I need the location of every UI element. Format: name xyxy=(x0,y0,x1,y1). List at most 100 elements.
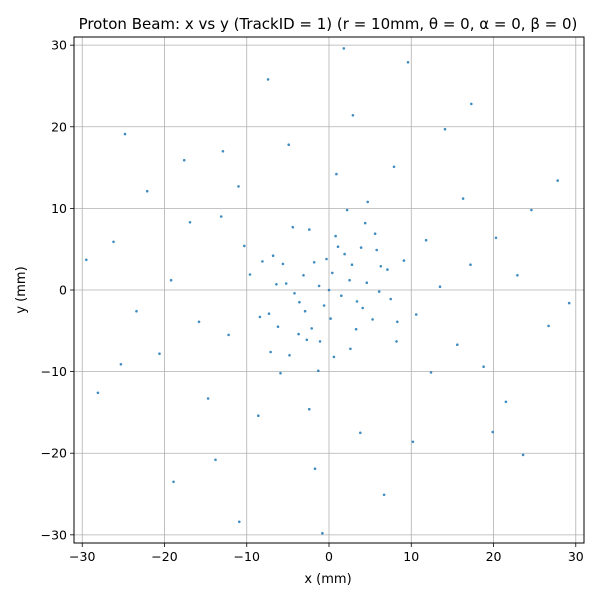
data-point xyxy=(424,238,428,242)
data-point xyxy=(365,281,369,285)
data-points xyxy=(85,47,571,535)
data-point xyxy=(342,47,346,50)
data-point xyxy=(284,282,288,285)
data-point xyxy=(556,179,559,182)
data-point xyxy=(359,246,363,249)
data-point xyxy=(470,102,473,106)
x-tick-label: −20 xyxy=(151,549,177,564)
y-tick-label: −10 xyxy=(41,364,67,379)
data-point xyxy=(112,240,115,244)
data-point xyxy=(456,343,459,347)
data-point xyxy=(269,350,272,354)
data-point xyxy=(395,340,398,343)
data-point xyxy=(327,288,331,292)
x-tick-label: 0 xyxy=(325,549,333,564)
y-tick-label: 30 xyxy=(51,38,67,53)
data-point xyxy=(402,259,406,262)
data-point xyxy=(363,221,367,225)
data-point xyxy=(238,520,241,524)
data-point xyxy=(308,228,311,231)
y-tick-label: −20 xyxy=(41,446,67,461)
data-point xyxy=(354,327,358,331)
data-point xyxy=(291,225,295,229)
data-point xyxy=(145,189,149,193)
data-point xyxy=(322,304,326,307)
data-point xyxy=(321,531,324,535)
data-point xyxy=(389,297,393,301)
data-point xyxy=(317,369,320,373)
data-point xyxy=(355,300,359,303)
data-point xyxy=(271,254,275,257)
data-point xyxy=(406,61,410,64)
data-point xyxy=(345,208,349,212)
data-point xyxy=(237,185,240,188)
data-point xyxy=(135,309,138,313)
data-point xyxy=(392,165,396,169)
data-point xyxy=(334,234,337,238)
data-point xyxy=(349,347,352,351)
data-point xyxy=(379,265,383,268)
y-tick-label: 0 xyxy=(59,283,67,298)
data-point xyxy=(258,315,262,319)
data-point xyxy=(214,458,217,462)
data-point xyxy=(494,236,498,240)
x-tick-label: −10 xyxy=(234,549,260,564)
data-point xyxy=(332,355,336,359)
data-point xyxy=(308,407,311,411)
data-point xyxy=(206,397,210,400)
data-point xyxy=(261,260,264,263)
data-point xyxy=(331,271,334,275)
data-point xyxy=(297,332,300,336)
grid-lines xyxy=(74,37,584,543)
y-axis-label: y (mm) xyxy=(14,266,29,313)
data-point xyxy=(340,294,343,298)
data-point xyxy=(123,132,127,136)
data-point xyxy=(336,245,340,248)
data-point xyxy=(257,414,260,418)
data-point xyxy=(348,278,351,282)
data-point xyxy=(504,400,508,404)
data-point xyxy=(461,197,465,200)
data-point xyxy=(366,200,370,204)
chart-title: Proton Beam: x vs y (TrackID = 1) (r = 1… xyxy=(79,15,578,33)
data-point xyxy=(429,371,433,374)
data-point xyxy=(414,313,418,316)
data-point xyxy=(396,320,399,324)
data-point xyxy=(516,274,519,277)
data-point xyxy=(287,143,291,146)
x-tick-label: −30 xyxy=(69,549,95,564)
data-point xyxy=(276,325,280,329)
data-point xyxy=(343,252,346,256)
x-axis-ticks: −30 −20 −10 0 10 20 30 xyxy=(69,543,584,564)
x-axis-label: x (mm) xyxy=(304,572,351,587)
y-tick-label: −30 xyxy=(41,527,67,542)
data-point xyxy=(482,365,485,369)
x-tick-label: 30 xyxy=(568,549,584,564)
data-point xyxy=(547,324,550,328)
data-point xyxy=(267,312,271,316)
data-point xyxy=(85,258,88,262)
data-point xyxy=(317,284,321,288)
data-point xyxy=(119,363,123,366)
data-point xyxy=(281,262,285,266)
data-point xyxy=(227,333,230,337)
y-tick-label: 20 xyxy=(51,119,67,134)
data-point xyxy=(318,340,322,343)
x-tick-label: 10 xyxy=(403,549,419,564)
data-point xyxy=(243,244,246,248)
data-point xyxy=(350,263,354,267)
data-point xyxy=(219,215,223,218)
y-tick-label: 10 xyxy=(51,201,67,216)
data-point xyxy=(302,274,305,277)
data-point xyxy=(279,371,282,375)
data-point xyxy=(248,273,252,276)
data-point xyxy=(530,208,533,212)
data-point xyxy=(182,158,186,162)
data-point xyxy=(443,127,447,131)
data-point xyxy=(375,248,379,252)
data-point xyxy=(351,114,355,117)
data-point xyxy=(491,430,495,434)
data-point xyxy=(172,480,175,484)
data-point xyxy=(312,261,316,264)
